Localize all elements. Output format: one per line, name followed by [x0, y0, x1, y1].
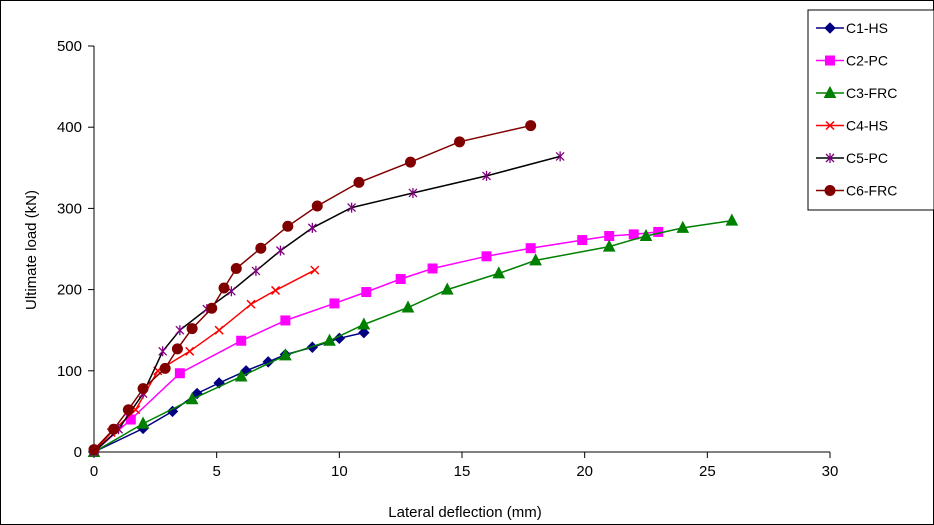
y-tick-label: 300: [57, 200, 82, 217]
data-point-c5-pc: [555, 151, 565, 162]
data-point-c2-pc: [604, 231, 615, 242]
legend-item-c2-pc: C2-PC: [816, 53, 888, 69]
data-point-c2-pc: [329, 298, 340, 309]
data-point-c5-pc: [175, 325, 185, 336]
data-point-c5-pc: [307, 222, 317, 233]
data-point-c3-frc: [440, 282, 454, 295]
data-point-c3-frc: [725, 213, 739, 226]
series-c6-frc: [88, 120, 537, 456]
data-point-c2-pc: [174, 368, 185, 379]
legend-item-c1-hs: C1-HS: [816, 20, 888, 36]
x-tick-label: 0: [90, 463, 98, 480]
legend-item-c4-hs: C4-HS: [816, 118, 888, 134]
legend-label: C3-FRC: [846, 85, 897, 101]
data-point-c6-frc: [159, 362, 171, 374]
legend-marker-c3-frc: [823, 85, 837, 98]
y-tick-label: 100: [57, 363, 82, 380]
data-point-c3-frc: [185, 392, 199, 405]
data-point-c6-frc: [311, 200, 323, 212]
data-point-c4-hs: [246, 299, 256, 309]
data-point-c6-frc: [218, 282, 230, 294]
data-point-c2-pc: [280, 315, 291, 326]
data-point-c6-frc: [282, 220, 294, 232]
x-tick-label: 15: [454, 463, 471, 480]
data-point-c5-pc: [347, 202, 357, 213]
data-point-c4-hs: [185, 346, 195, 356]
data-point-c2-pc: [628, 229, 639, 240]
legend-label: C4-HS: [846, 118, 888, 134]
data-point-c6-frc: [122, 404, 134, 416]
data-point-c2-pc: [525, 243, 536, 254]
legend-label: C1-HS: [846, 20, 888, 36]
legend-marker-c1-hs: [824, 22, 836, 34]
legend-label: C2-PC: [846, 53, 888, 69]
data-point-c3-frc: [602, 239, 616, 252]
x-tick-label: 25: [699, 463, 716, 480]
legend-label: C5-PC: [846, 150, 888, 166]
data-point-c6-frc: [255, 242, 267, 254]
data-point-c6-frc: [88, 444, 100, 456]
data-point-c4-hs: [214, 325, 224, 335]
data-point-c6-frc: [353, 176, 365, 188]
data-point-c2-pc: [236, 335, 247, 346]
data-point-c3-frc: [639, 228, 653, 242]
data-point-c2-pc: [427, 263, 438, 274]
y-tick-label: 200: [57, 282, 82, 299]
data-point-c6-frc: [230, 262, 242, 274]
data-point-c3-frc: [323, 333, 336, 346]
data-point-c6-frc: [454, 136, 466, 148]
legend-item-c5-pc: C5-PC: [816, 150, 888, 166]
data-point-c2-pc: [577, 235, 588, 246]
legend-item-c3-frc: C3-FRC: [816, 85, 897, 101]
data-point-c2-pc: [361, 287, 372, 298]
data-point-c6-frc: [108, 423, 120, 435]
y-tick-label: 400: [57, 119, 82, 136]
legend-label: C6-FRC: [846, 183, 897, 199]
legend-marker-c2-pc: [825, 55, 835, 66]
data-point-c1-hs: [333, 332, 346, 345]
data-point-c3-frc: [676, 220, 690, 233]
data-point-c5-pc: [158, 346, 168, 357]
data-point-c3-frc: [529, 253, 542, 266]
x-tick-label: 20: [576, 463, 593, 480]
data-point-c5-pc: [408, 187, 418, 198]
data-point-c6-frc: [137, 383, 149, 395]
data-point-c1-hs: [166, 405, 179, 418]
data-point-c6-frc: [206, 302, 218, 314]
legend-marker-c6-frc: [824, 185, 836, 196]
data-point-c5-pc: [482, 170, 491, 181]
series-c2-pc: [89, 226, 664, 457]
data-point-c3-frc: [401, 300, 415, 313]
x-tick-label: 5: [212, 463, 220, 480]
data-point-c3-frc: [279, 348, 292, 361]
y-tick-label: 500: [57, 38, 82, 55]
data-point-c3-frc: [492, 266, 506, 279]
data-point-c6-frc: [171, 343, 183, 355]
x-tick-label: 10: [331, 463, 348, 480]
data-point-c3-frc: [234, 369, 248, 382]
legend-box: [807, 9, 934, 211]
data-point-c5-pc: [275, 245, 285, 256]
data-point-c3-frc: [136, 416, 150, 429]
data-point-c6-frc: [404, 156, 416, 168]
data-point-c2-pc: [395, 274, 406, 285]
legend-marker-c4-hs: [825, 120, 835, 131]
legend-item-c6-frc: C6-FRC: [816, 183, 897, 199]
x-tick-label: 30: [822, 463, 839, 480]
legend-marker-c5-pc: [825, 153, 835, 163]
data-point-c2-pc: [481, 251, 492, 262]
data-point-c4-hs: [271, 285, 281, 295]
y-axis-title: Ultimate load (kN): [23, 190, 40, 310]
y-tick-label: 0: [74, 444, 82, 461]
data-point-c3-frc: [357, 317, 371, 330]
data-point-c6-frc: [525, 120, 537, 132]
data-point-c4-hs: [310, 265, 320, 275]
data-point-c1-hs: [358, 326, 370, 339]
x-axis-title: Lateral deflection (mm): [388, 504, 541, 521]
data-point-c5-pc: [251, 265, 261, 276]
data-point-c6-frc: [186, 323, 198, 335]
